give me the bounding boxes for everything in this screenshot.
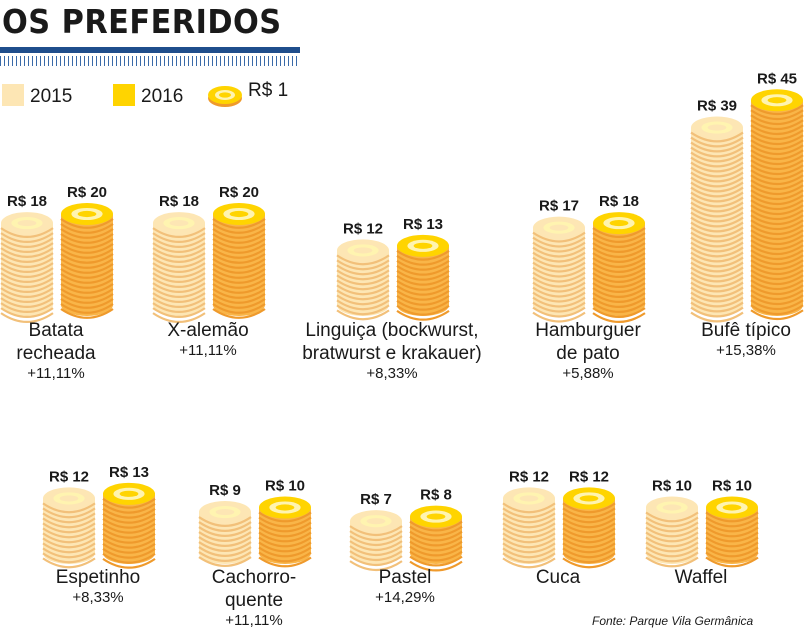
item-group: R$ 18 R$ 20 X-alemão+11,11%: [152, 184, 266, 359]
category-label: Cachorro-: [212, 567, 296, 588]
category-label: bratwurst e krakauer): [302, 343, 482, 364]
category-label: Bufê típico: [701, 320, 791, 341]
coin-stack-2016: [102, 482, 156, 569]
coin-stack-2015: [336, 239, 390, 321]
value-label-2016: R$ 13: [109, 464, 149, 481]
legend-label-2015: 2015: [30, 86, 73, 107]
coin-stack-2016: [562, 487, 616, 569]
category-label: quente: [225, 590, 283, 611]
title-tick-rule: [0, 56, 300, 66]
coin-stack-2016: [409, 505, 463, 572]
value-label-2015: R$ 12: [509, 468, 549, 485]
category-label: Pastel: [379, 567, 432, 588]
value-label-2015: R$ 18: [7, 193, 47, 210]
coin-stack-2016: [60, 203, 114, 319]
coin-stack-2016: [592, 212, 646, 323]
value-label-2015: R$ 18: [159, 193, 199, 210]
change-label: +11,11%: [27, 365, 84, 382]
coin-stack-2016: [258, 496, 312, 568]
category-label: recheada: [16, 343, 96, 364]
value-label-2015: R$ 39: [697, 98, 737, 115]
coin-stack-2016: [396, 234, 450, 321]
coin-stack-2015: [645, 496, 699, 568]
title-underline: [0, 47, 300, 53]
coin-stack-2015: [532, 216, 586, 323]
category-label: Waffel: [675, 567, 728, 588]
item-group: R$ 10 R$ 10 Waffel: [645, 478, 759, 588]
item-group: R$ 12 R$ 12 Cuca: [502, 468, 616, 588]
legend-label-2016: 2016: [141, 86, 184, 107]
category-label: X-alemão: [167, 320, 248, 341]
category-label: Batata: [29, 320, 84, 341]
legend-label-coin: R$ 1: [248, 80, 289, 101]
coin-stack-2015: [152, 212, 206, 323]
value-label-2016: R$ 20: [219, 184, 259, 201]
item-group: R$ 39 R$ 45 Bufê típico+15,38%: [690, 70, 804, 359]
change-label: +8,33%: [72, 589, 123, 606]
coin-stack-2015: [0, 212, 54, 323]
value-label-2016: R$ 45: [757, 70, 797, 87]
change-label: +5,88%: [562, 365, 613, 382]
legend-coin-icon: [208, 86, 242, 107]
coin-stack-2015: [690, 116, 744, 323]
coin-stack-2015: [42, 487, 96, 569]
value-label-2016: R$ 20: [67, 184, 107, 201]
value-label-2016: R$ 10: [265, 478, 305, 495]
category-label: Espetinho: [56, 567, 141, 588]
legend-swatch-2016: [113, 84, 135, 106]
value-label-2015: R$ 12: [49, 468, 89, 485]
value-label-2015: R$ 7: [360, 491, 392, 508]
value-label-2016: R$ 12: [569, 468, 609, 485]
value-label-2016: R$ 10: [712, 478, 752, 495]
coin-stack-2016: [705, 496, 759, 568]
item-group: R$ 12 R$ 13 Espetinho+8,33%: [42, 464, 156, 606]
change-label: +11,11%: [179, 342, 236, 359]
change-label: +8,33%: [366, 365, 417, 382]
value-label-2015: R$ 9: [209, 482, 241, 499]
change-label: +11,11%: [225, 612, 282, 629]
value-label-2016: R$ 18: [599, 193, 639, 210]
legend-swatch-2015: [2, 84, 24, 106]
coin-stack-2016: [750, 89, 804, 321]
coin-stack-2015: [502, 487, 556, 569]
item-group: R$ 12 R$ 13 Linguiça (bockwurst,bratwurst …: [302, 216, 482, 382]
coin-stack-2015: [198, 501, 252, 567]
coin-stack-2015: [349, 510, 403, 572]
category-label: Hamburguer: [535, 320, 641, 341]
source-note: Fonte: Parque Vila Germânica: [592, 614, 754, 628]
change-label: +15,38%: [716, 342, 776, 359]
change-label: +14,29%: [375, 589, 435, 606]
category-label: Cuca: [536, 567, 581, 588]
value-label-2016: R$ 8: [420, 487, 452, 504]
item-group: R$ 7 R$ 8 Pastel+14,29%: [349, 487, 463, 606]
chart-title: OS PREFERIDOS: [2, 2, 282, 41]
category-label: Linguiça (bockwurst,: [305, 320, 478, 341]
value-label-2016: R$ 13: [403, 216, 443, 233]
value-label-2015: R$ 10: [652, 478, 692, 495]
coin-stack-2016: [212, 203, 266, 319]
value-label-2015: R$ 17: [539, 198, 579, 215]
value-label-2015: R$ 12: [343, 220, 383, 237]
category-label: de pato: [556, 343, 619, 364]
item-group: R$ 9 R$ 10 Cachorro-quente+11,11%: [198, 478, 312, 629]
